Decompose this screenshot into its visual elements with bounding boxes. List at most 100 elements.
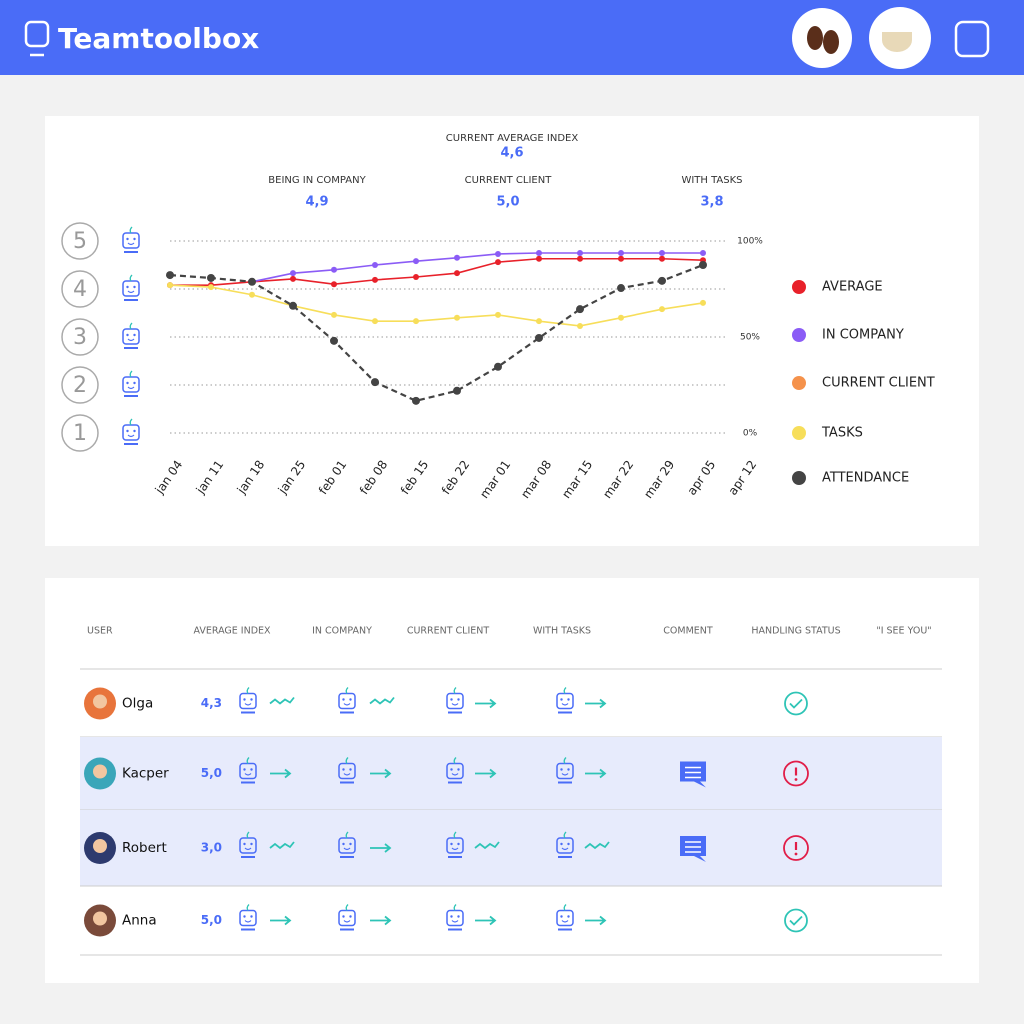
logo[interactable]: Teamtoolbox xyxy=(24,20,259,57)
data-point xyxy=(536,318,542,325)
data-point xyxy=(577,255,583,262)
stat-label: CURRENT CLIENT xyxy=(465,175,553,186)
face-sprout xyxy=(129,226,133,234)
data-point xyxy=(413,258,419,265)
profile-button[interactable] xyxy=(954,20,990,58)
legend-swatch[interactable] xyxy=(792,376,806,390)
trend-wave xyxy=(369,696,395,705)
face-eye xyxy=(126,333,129,337)
data-point xyxy=(659,250,665,256)
data-point xyxy=(248,277,256,286)
face-mouth xyxy=(561,703,569,706)
face-mouth xyxy=(561,773,569,776)
face-eye xyxy=(243,842,246,846)
data-point xyxy=(494,362,502,371)
data-point xyxy=(166,271,174,280)
column-header: USER xyxy=(87,626,113,637)
series-line xyxy=(169,284,704,327)
bean-icon xyxy=(823,30,839,54)
data-point xyxy=(290,270,296,277)
face-eye xyxy=(567,768,570,771)
face-sprout xyxy=(129,322,133,330)
legend-label[interactable]: IN COMPANY xyxy=(822,328,904,343)
face-sprout xyxy=(453,831,457,839)
trend-flat xyxy=(585,768,607,779)
legend-swatch[interactable] xyxy=(792,280,806,294)
legend-swatch[interactable] xyxy=(792,328,806,342)
trend-flat xyxy=(270,768,292,779)
series-line xyxy=(170,257,704,286)
face-eye xyxy=(349,915,352,918)
data-point xyxy=(454,254,460,261)
face-mouth xyxy=(127,434,135,438)
column-header: IN COMPANY xyxy=(312,626,372,637)
face-eye xyxy=(250,842,253,846)
face-eye xyxy=(250,915,253,918)
face-eye xyxy=(560,915,563,918)
data-point xyxy=(454,314,460,321)
legend-label[interactable]: CURRENT CLIENT xyxy=(822,376,935,391)
data-point xyxy=(577,250,583,256)
trend-wave xyxy=(269,696,295,705)
column-header: CURRENT CLIENT xyxy=(407,626,490,637)
legend-swatch[interactable] xyxy=(792,471,806,485)
legend-label[interactable]: AVERAGE xyxy=(822,280,883,295)
average-index: 3,0 xyxy=(201,841,222,855)
row-highlight xyxy=(80,737,942,810)
data-point xyxy=(659,306,665,313)
face-eye xyxy=(349,768,352,771)
alert-dot xyxy=(794,778,798,781)
data-point xyxy=(412,396,420,405)
data-point xyxy=(453,386,461,395)
legend-swatch[interactable] xyxy=(792,426,806,440)
face-mouth xyxy=(244,773,252,776)
avatar-face xyxy=(93,911,107,926)
stat-value: 3,8 xyxy=(700,195,723,210)
alert-dot xyxy=(794,852,798,856)
data-point xyxy=(495,250,501,257)
face-mouth xyxy=(451,773,459,776)
avatar-face xyxy=(93,764,107,779)
y2-tick-label: 50% xyxy=(740,333,760,343)
face-eye xyxy=(450,842,453,846)
face-eye xyxy=(133,285,136,289)
face-sprout xyxy=(129,370,133,378)
face-sprout xyxy=(453,904,457,911)
face-sprout xyxy=(345,831,349,839)
column-header: AVERAGE INDEX xyxy=(193,626,271,637)
average-index: 5,0 xyxy=(201,766,222,780)
data-point xyxy=(289,301,297,310)
face-sprout xyxy=(453,687,457,694)
status-ok[interactable] xyxy=(784,908,808,933)
y2-tick-label: 0% xyxy=(743,429,758,439)
status-alert[interactable] xyxy=(783,760,809,787)
face-mouth xyxy=(127,242,135,246)
legend-label[interactable]: ATTENDANCE xyxy=(822,471,909,486)
face-sprout xyxy=(563,831,567,839)
status-check xyxy=(789,698,803,709)
column-header: HANDLING STATUS xyxy=(751,626,840,637)
user-name[interactable]: Robert xyxy=(122,840,167,856)
face-eye xyxy=(450,698,453,701)
data-point xyxy=(618,314,624,321)
face-mouth xyxy=(561,920,569,923)
data-point xyxy=(331,266,337,273)
trend-flat xyxy=(475,768,497,779)
stat-label: BEING IN COMPANY xyxy=(268,175,366,186)
face-eye xyxy=(560,842,563,846)
y-tick-badge xyxy=(61,318,99,356)
data-point xyxy=(372,276,378,283)
user-name[interactable]: Kacper xyxy=(122,766,169,782)
status-ok[interactable] xyxy=(784,691,808,716)
average-index: 5,0 xyxy=(201,913,222,927)
face-eye xyxy=(133,237,136,241)
face-eye xyxy=(457,915,460,918)
face-sprout xyxy=(129,418,133,426)
user-name[interactable]: Anna xyxy=(122,913,157,929)
legend-label[interactable]: TASKS xyxy=(821,426,863,441)
status-alert[interactable] xyxy=(783,835,809,861)
face-mouth xyxy=(343,847,351,851)
face-mouth xyxy=(561,847,569,851)
user-name[interactable]: Olga xyxy=(122,696,153,712)
data-point xyxy=(331,311,337,318)
